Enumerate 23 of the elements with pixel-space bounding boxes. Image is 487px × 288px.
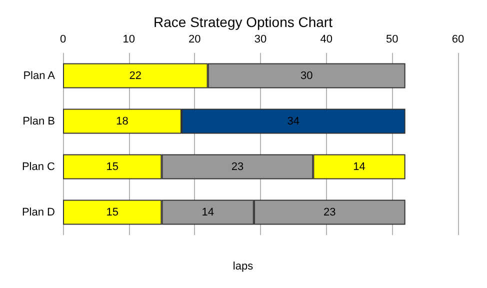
x-tick-label: 20: [188, 34, 201, 46]
data-label: 14: [353, 160, 366, 173]
data-label: 34: [287, 115, 300, 128]
data-label: 15: [106, 160, 118, 173]
y-tick-label: Plan C: [22, 160, 56, 173]
data-label: 22: [129, 70, 142, 82]
x-tick-label: 0: [60, 34, 66, 46]
x-tick-label: 50: [386, 34, 398, 46]
x-tick-label: 40: [320, 34, 332, 46]
data-label: 14: [202, 206, 214, 218]
x-tick-label: 30: [254, 34, 267, 46]
chart-title: Race Strategy Options Chart: [154, 14, 333, 30]
x-axis-title: laps: [232, 260, 254, 272]
y-tick-label: Plan A: [23, 70, 56, 82]
y-tick-label: Plan D: [22, 206, 56, 218]
data-label: 15: [106, 206, 118, 218]
x-tick-label: 60: [452, 34, 464, 46]
x-tick-label: 10: [122, 34, 135, 46]
data-label: 18: [116, 115, 128, 128]
data-label: 23: [231, 160, 244, 173]
data-label: 30: [300, 70, 313, 82]
data-label: 23: [324, 206, 336, 218]
y-tick-label: Plan B: [22, 115, 55, 128]
